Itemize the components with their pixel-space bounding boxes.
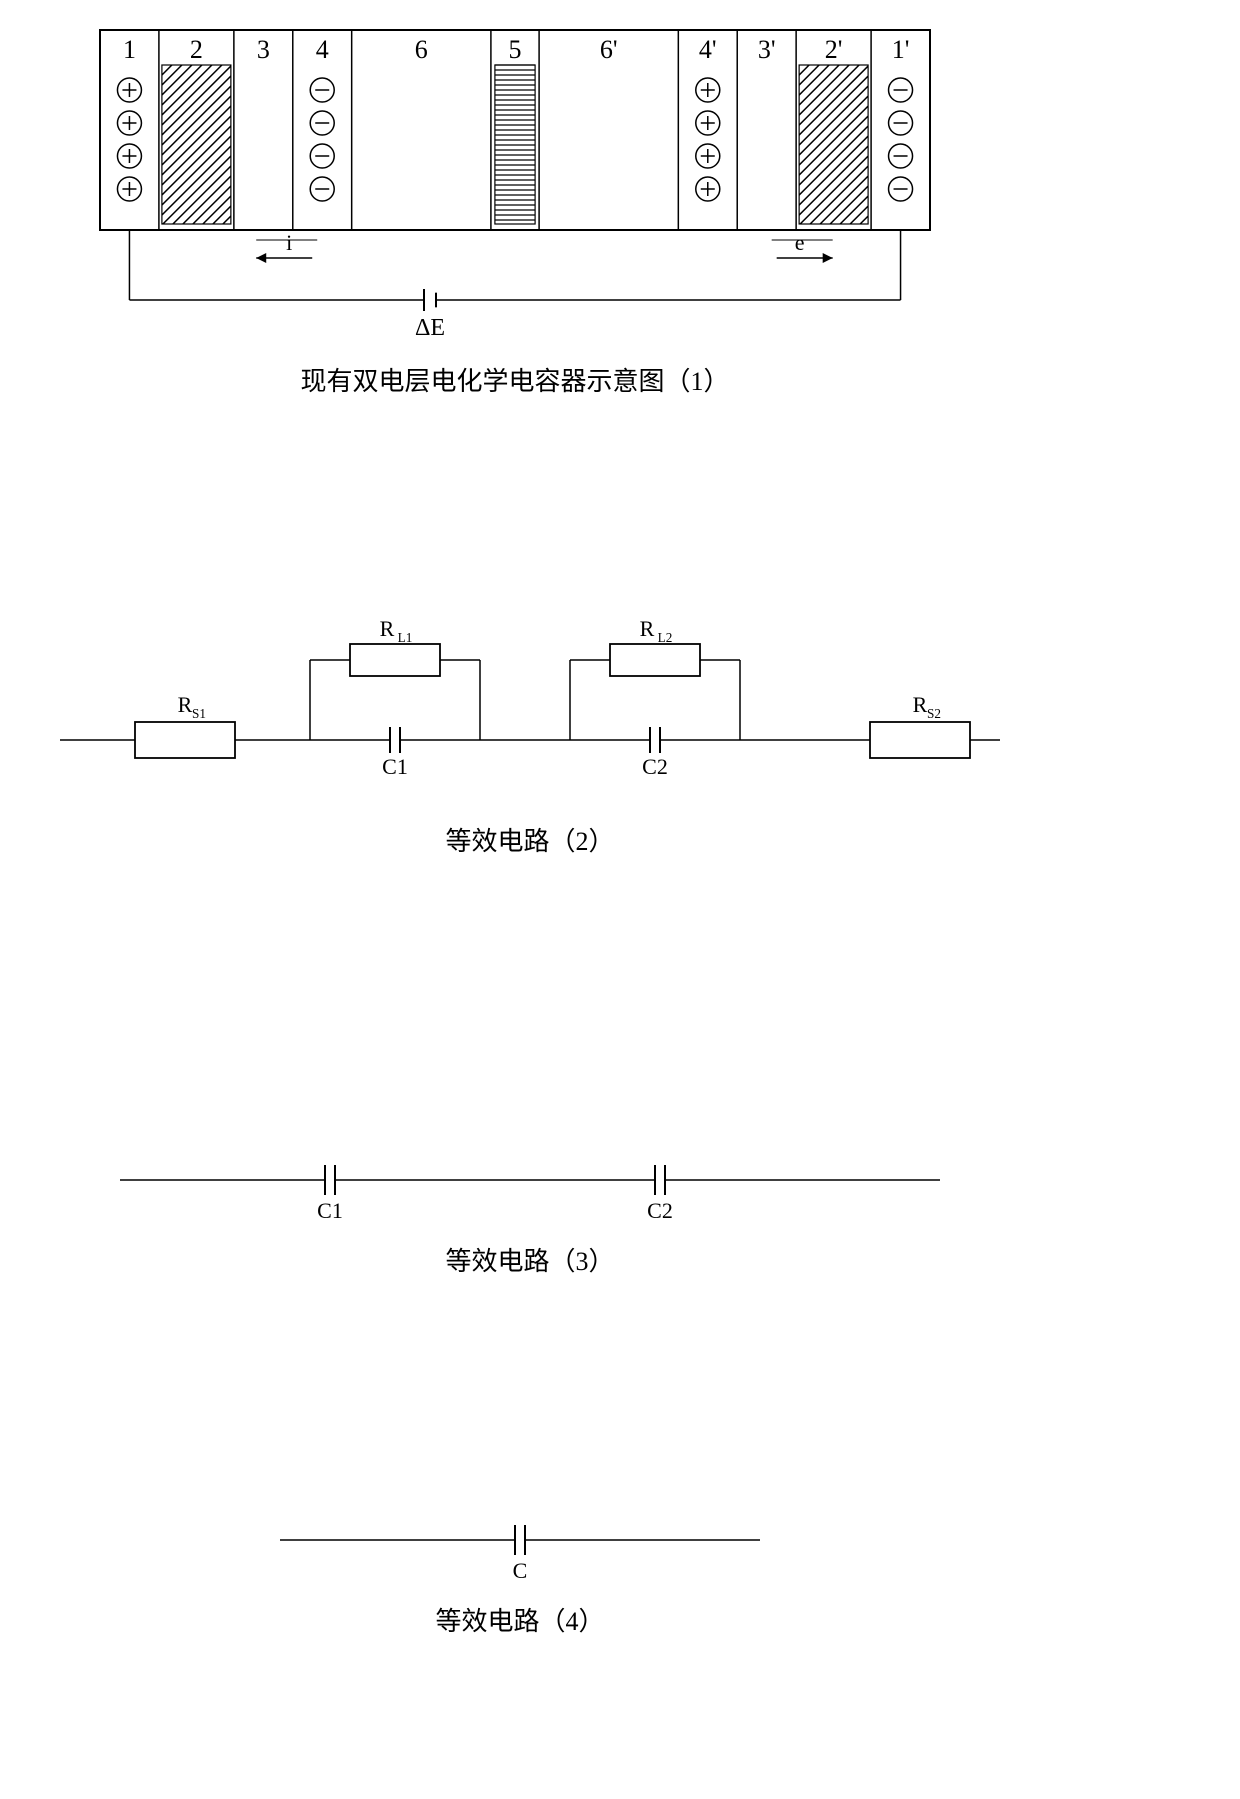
svg-text:R: R (640, 616, 655, 641)
svg-text:R: R (380, 616, 395, 641)
diagram-1-caption: 现有双电层电化学电容器示意图（1） (300, 367, 729, 396)
cell-label: 5 (509, 35, 522, 64)
cell-label: 6' (600, 35, 618, 64)
diagram-4-caption: 等效电路（4） (435, 1607, 604, 1636)
delta-e-label: ΔE (415, 315, 445, 341)
diagram-3-equivalent-circuit: C1 C2 等效电路（3） (120, 1165, 940, 1276)
diagrams-canvas: 1234656'4'3'2'1'ΔEie现有双电层电化学电容器示意图（1）RS1… (0, 0, 1240, 1799)
svg-text:S2: S2 (927, 706, 941, 721)
cell-label: 6 (415, 35, 428, 64)
cell-label: 4' (699, 35, 717, 64)
cell-label: 3 (257, 35, 270, 64)
cell-label: 2' (825, 35, 843, 64)
diagram-1-schematic: 1 2 3 4 6 5 6' 4' 3' 2' 1' ΔE i e 现有双电层电化学电容器示意图（1） (0, 30, 1189, 396)
diagram-2-equivalent-circuit: RS1C1RL1C2RL2RS2等效电路（2） (60, 616, 1000, 856)
svg-text:R: R (178, 692, 193, 717)
cell-label: 2 (190, 35, 203, 64)
diagram-2-caption: 等效电路（2） (445, 827, 614, 856)
svg-text:S1: S1 (192, 706, 206, 721)
diagram-4-equivalent-circuit: C 等效电路（4） (280, 1525, 760, 1636)
c-label-d4: C (513, 1558, 528, 1583)
cell-label: 1' (892, 35, 910, 64)
diagram-3-caption: 等效电路（3） (445, 1247, 614, 1276)
c2-label: C2 (642, 754, 668, 779)
cell-label: 4 (316, 35, 329, 64)
e-arrow-label: e (795, 230, 805, 255)
svg-text:L2: L2 (658, 630, 673, 645)
c1-label-d3: C1 (317, 1198, 343, 1223)
svg-text:R: R (913, 692, 928, 717)
cell-label: 1 (123, 35, 136, 64)
c2-label-d3: C2 (647, 1198, 673, 1223)
cell-label: 3' (758, 35, 776, 64)
svg-text:L1: L1 (398, 630, 413, 645)
c1-label: C1 (382, 754, 408, 779)
i-arrow-label: i (286, 230, 292, 255)
